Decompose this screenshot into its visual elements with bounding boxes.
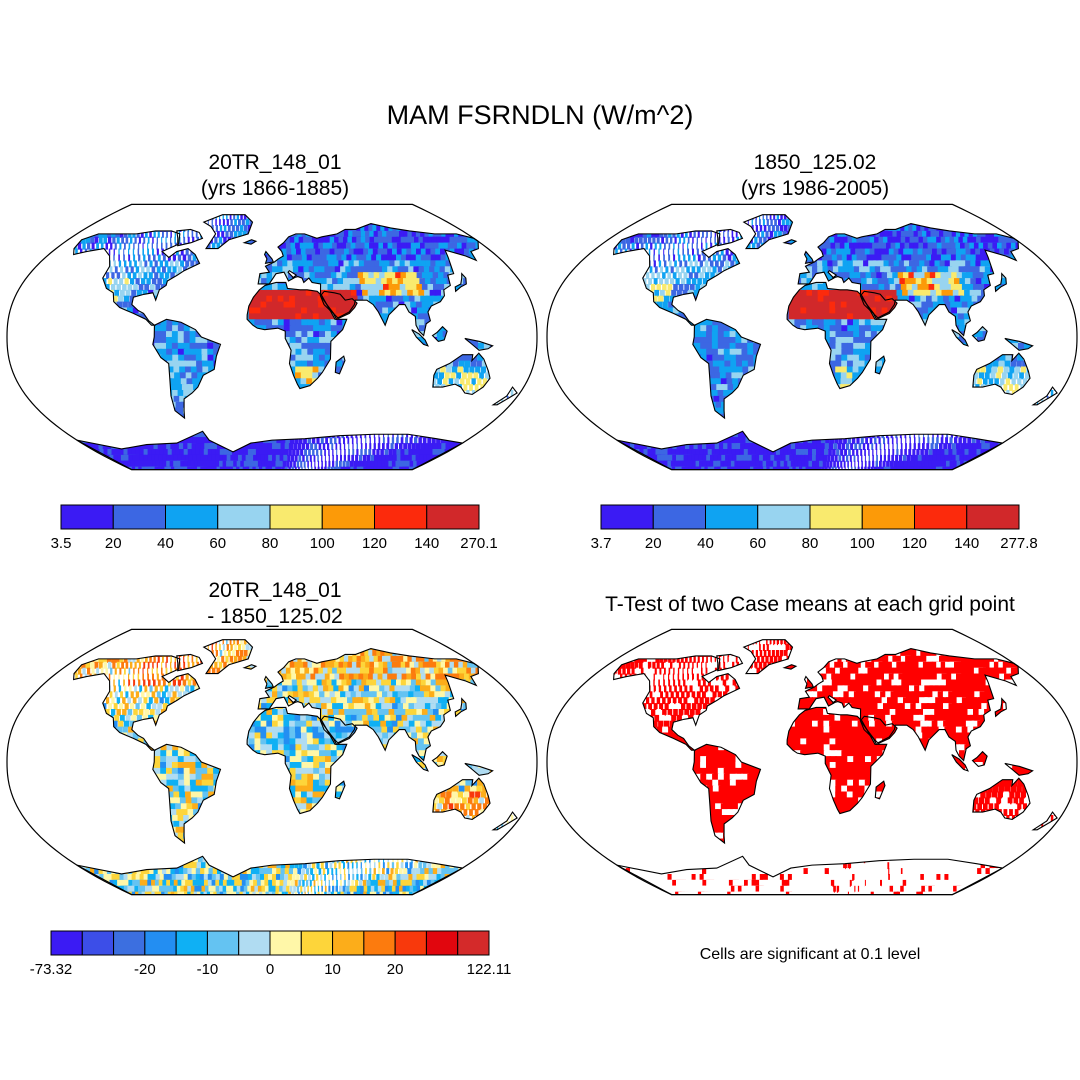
map-panel-ttest (546, 628, 1078, 896)
map-panel-case1 (6, 203, 538, 471)
colorbar-tick-label: -10 (196, 961, 219, 978)
colorbar-labels-difference: -73.32 -20 -10 0 10 20 122.11 (30, 961, 512, 981)
colorbar-swatch (966, 504, 1020, 530)
panel-title-line2: (yrs 1986-2005) (740, 177, 890, 200)
colorbar-labels-case1: 3.5 20 40 60 80 100 120 140 270.1 (51, 535, 498, 555)
colorbar-swatch (652, 504, 706, 530)
figure-title: MAM FSRNDLN (W/m^2) (386, 100, 694, 130)
colorbar-tick-label: 60 (749, 535, 767, 552)
colorbar-swatch (206, 930, 240, 956)
panel-title-top-left: 20TR_148_01 (yrs 1866-1885) (140, 150, 410, 202)
colorbar-tick-label: -73.32 (29, 961, 73, 978)
colorbar-swatch (112, 504, 166, 530)
colorbar-swatch (81, 930, 115, 956)
colorbar-tick-label: 100 (309, 535, 335, 552)
colorbar-tick-label: 10 (324, 961, 341, 978)
colorbar-tick-label: 140 (954, 535, 980, 552)
colorbar-tick-label: 80 (261, 535, 279, 552)
panel-title-line1: 20TR_148_01 (208, 579, 342, 602)
colorbar-swatch (238, 930, 271, 956)
colorbar-swatch (332, 930, 365, 956)
colorbar-tick-label: 60 (209, 535, 227, 552)
colorbar-tick-label: 140 (414, 535, 440, 552)
map-panel-difference (6, 628, 538, 896)
colorbar-swatch (363, 930, 396, 956)
colorbar-swatch (113, 930, 146, 956)
panel-title-bottom-left: 20TR_148_01 - 1850_125.02 (140, 578, 410, 630)
panel-title-line2: - 1850_125.02 (207, 605, 343, 628)
colorbar-tick-label: 20 (644, 535, 662, 552)
colorbar-swatch (374, 504, 428, 530)
colorbar-case1 (60, 504, 480, 530)
colorbar-tick-label: 270.1 (460, 535, 498, 552)
colorbar-tick-label: 20 (386, 961, 404, 978)
colorbar-tick-label: 3.5 (50, 535, 72, 552)
colorbar-tick-label: 0 (265, 961, 275, 978)
colorbar-labels-case2: 3.7 20 40 60 80 100 120 140 277.8 (591, 535, 1038, 555)
colorbar-swatch (60, 504, 114, 530)
significance-note: Cells are significant at 0.1 level (699, 946, 921, 963)
colorbar-tick-label: 80 (801, 535, 819, 552)
colorbar-swatch (269, 504, 323, 530)
panel-title-line1: 1850_125.02 (753, 151, 877, 174)
colorbar-swatch (425, 930, 459, 956)
colorbar-swatch (217, 504, 271, 530)
colorbar-tick-label: 40 (697, 535, 714, 552)
colorbar-swatch (705, 504, 759, 530)
colorbar-swatch (50, 930, 83, 956)
colorbar-swatch (600, 504, 654, 530)
colorbar-swatch (426, 504, 480, 530)
panel-title-top-right: 1850_125.02 (yrs 1986-2005) (680, 150, 950, 202)
colorbar-swatch (175, 930, 208, 956)
panel-title-line1: T-Test of two Case means at each grid po… (605, 593, 1015, 616)
colorbar-swatch (394, 930, 427, 956)
colorbar-swatch (757, 504, 811, 530)
map-panel-case2 (546, 203, 1078, 471)
panel-title-line1: 20TR_148_01 (208, 151, 342, 174)
colorbar-case2 (600, 504, 1020, 530)
colorbar-tick-label: 277.8 (1000, 535, 1038, 552)
colorbar-swatch (269, 930, 302, 956)
panel-title-line2: (yrs 1866-1885) (200, 177, 350, 200)
colorbar-swatch (861, 504, 915, 530)
colorbar-swatch (457, 930, 490, 956)
colorbar-tick-label: -20 (134, 961, 156, 978)
colorbar-difference (50, 930, 490, 956)
colorbar-swatch (914, 504, 968, 530)
colorbar-swatch (321, 504, 375, 530)
colorbar-tick-label: 40 (157, 535, 174, 552)
colorbar-swatch (165, 504, 219, 530)
colorbar-tick-label: 120 (361, 535, 388, 552)
colorbar-swatch (300, 930, 334, 956)
colorbar-tick-label: 3.7 (590, 535, 612, 552)
colorbar-tick-label: 122.11 (466, 961, 512, 978)
colorbar-swatch (144, 930, 177, 956)
colorbar-swatch (809, 504, 863, 530)
panel-title-bottom-right: T-Test of two Case means at each grid po… (540, 592, 1080, 618)
colorbar-tick-label: 100 (849, 535, 875, 552)
colorbar-tick-label: 20 (104, 535, 122, 552)
colorbar-tick-label: 120 (901, 535, 928, 552)
